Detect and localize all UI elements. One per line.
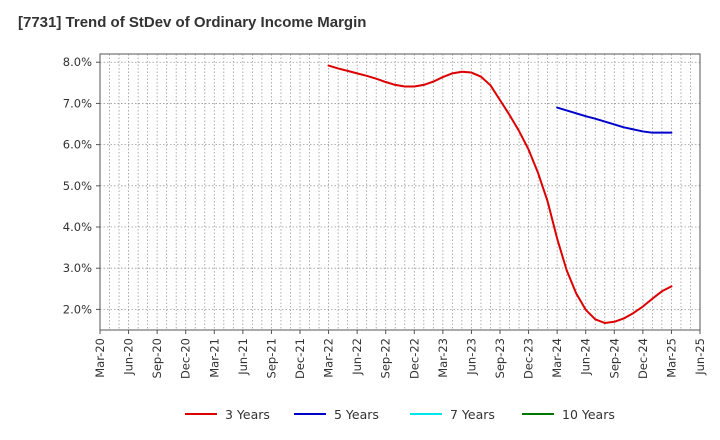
- chart-title: [7731] Trend of StDev of Ordinary Income…: [18, 14, 367, 31]
- legend-label-7-years: 7 Years: [450, 407, 495, 422]
- x-tick-label: Sep-23: [493, 338, 507, 378]
- y-tick-label: 7.0%: [63, 96, 92, 110]
- x-tick-label: Jun-23: [464, 338, 478, 376]
- x-tick-label: Sep-21: [264, 338, 278, 378]
- plot-frame: [99, 53, 701, 331]
- legend-label-5-years: 5 Years: [334, 407, 379, 422]
- legend: 3 Years 5 Years 7 Years 10 Years: [185, 407, 615, 422]
- grid-lines: [100, 54, 700, 330]
- x-tick-label: Sep-22: [379, 338, 393, 378]
- legend-label-10-years: 10 Years: [562, 407, 615, 422]
- x-tick-label: Jun-22: [350, 338, 364, 376]
- y-tick-label: 4.0%: [63, 220, 92, 234]
- x-tick-label: Dec-21: [293, 338, 307, 379]
- x-tick-label: Dec-24: [636, 338, 650, 379]
- x-tick-label: Dec-22: [407, 338, 421, 379]
- x-tick-label: Dec-20: [179, 338, 193, 379]
- x-tick-label: Mar-24: [550, 338, 564, 378]
- y-tick-label: 3.0%: [63, 261, 92, 275]
- series-line-3-years: [327, 64, 673, 324]
- x-tick-label: Mar-22: [322, 338, 336, 378]
- series-line-5-years: [556, 106, 673, 134]
- x-tick-label: Sep-24: [607, 338, 621, 378]
- x-tick-label: Jun-21: [236, 338, 250, 376]
- x-tick-label: Mar-23: [436, 338, 450, 378]
- y-tick-label: 2.0%: [63, 302, 92, 316]
- x-tick-label: Jun-25: [693, 338, 707, 376]
- x-tick-label: Jun-20: [122, 338, 136, 376]
- y-tick-label: 5.0%: [63, 179, 92, 193]
- x-axis: Mar-20 Jun-20 Sep-20 Dec-20 Mar-21 Jun-21 Sep-…: [93, 330, 707, 379]
- x-tick-label: Mar-20: [93, 338, 107, 378]
- x-tick-label: Jun-24: [579, 338, 593, 376]
- legend-label-3-years: 3 Years: [225, 407, 270, 422]
- x-tick-label: Mar-25: [664, 338, 678, 378]
- x-tick-label: Sep-20: [150, 338, 164, 378]
- plot-background: [100, 54, 700, 330]
- x-tick-label: Mar-21: [207, 338, 221, 378]
- y-tick-label: 6.0%: [63, 138, 92, 152]
- y-tick-label: 8.0%: [63, 55, 92, 69]
- y-axis: 2.0% 3.0% 4.0% 5.0% 6.0% 7.0% 8.0%: [63, 55, 100, 316]
- x-tick-label: Dec-23: [522, 338, 536, 379]
- series-lines: [327, 64, 673, 324]
